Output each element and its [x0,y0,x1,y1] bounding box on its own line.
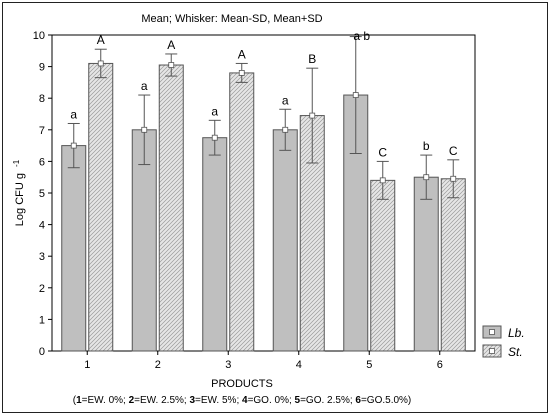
footnote-text: =GO. 0%; [248,395,295,406]
footnote-text: =GO. 2.5%; [300,395,355,406]
y-tick-label: 6 [39,156,45,168]
legend: Lb. St. [482,325,525,359]
footnote-number: 2 [129,395,135,406]
bar [61,145,87,352]
bar [413,176,439,352]
footnote-number: 4 [242,395,248,406]
footnote-text: =EW. 0%; [82,395,129,406]
footnote-text: =GO.5.0%) [361,395,411,406]
bar [229,72,255,352]
y-tick-label: 7 [39,125,45,137]
mean-marker [423,174,430,181]
significance-letter: a [141,79,148,93]
x-tick-label: 3 [225,359,231,371]
x-tick-label: 1 [84,359,90,371]
footnote-number: 5 [295,395,301,406]
mean-marker [352,92,359,98]
y-tick-label: 10 [33,30,45,42]
footnote-text: =EW. 5%; [195,395,242,406]
mean-marker [379,177,386,184]
significance-letter: C [449,144,458,158]
y-tick-label: 2 [39,283,45,295]
significance-letter: a [282,93,289,107]
bar [158,64,184,352]
significance-letter: a b [353,29,370,43]
bar [88,62,114,352]
footnote: (1=EW. 0%; 2=EW. 2.5%; 3=EW. 5%; 4=GO. 0… [73,395,412,406]
significance-letter: B [308,52,316,66]
x-axis-title: PRODUCTS [211,378,273,390]
significance-letter: A [167,38,175,52]
significance-letter: A [97,33,105,47]
plot-area: 0 1 2 3 4 5 6 7 8 9 10 1 2 3 4 5 6 a a a a a b b A A A B C C [33,29,476,371]
chart-frame: Mean; Whisker: Mean-SD, Mean+SD 0 1 2 3 4 5 6 7… [2,2,548,413]
legend-label: Lb. [508,326,525,340]
chart-title: Mean; Whisker: Mean-SD, Mean+SD [141,13,322,25]
mean-marker [450,175,457,182]
bar [131,129,157,352]
x-tick-label: 6 [437,359,443,371]
y-tick-label: 8 [39,93,45,105]
mean-marker [211,134,218,141]
bar-chart: Mean; Whisker: Mean-SD, Mean+SD 0 1 2 3 4 5 6 7… [12,13,525,406]
significance-letter: a [70,107,77,121]
plot-border [51,34,476,352]
mean-marker [282,126,289,133]
legend-marker [489,348,495,354]
footnote-number: 1 [76,395,82,406]
y-tick-label: 0 [39,346,45,358]
legend-marker [489,329,495,335]
bar [440,178,466,352]
significance-letter: C [378,145,387,159]
y-tick-label: 3 [39,251,45,263]
y-axis-title-main: Log CFU g [14,173,26,226]
y-tick-label: 1 [39,314,45,326]
y-tick-label: 5 [39,188,45,200]
significance-letter: b [423,139,430,153]
x-tick-label: 2 [155,359,161,371]
mean-marker [97,60,104,67]
significance-letter: a [211,104,218,118]
legend-label: St. [508,345,523,359]
mean-marker [70,142,77,149]
mean-marker [141,126,148,133]
footnote-number: 6 [355,395,361,406]
x-tick-label: 4 [296,359,302,371]
y-axis-title: Log CFU g -1 [12,159,26,226]
mean-marker [309,112,316,119]
bar [370,179,396,352]
y-axis-title-unit: -1 [12,159,21,167]
footnote-number: 3 [189,395,195,406]
bar [272,129,298,352]
footnote-open: ( [73,395,77,406]
y-tick-label: 9 [39,62,45,74]
significance-letter: A [238,47,246,61]
mean-marker [168,62,175,68]
bar [202,137,228,352]
mean-marker [238,70,245,76]
y-tick-label: 4 [39,220,45,232]
x-tick-label: 5 [366,359,372,371]
footnote-text: =EW. 2.5%; [134,395,189,406]
